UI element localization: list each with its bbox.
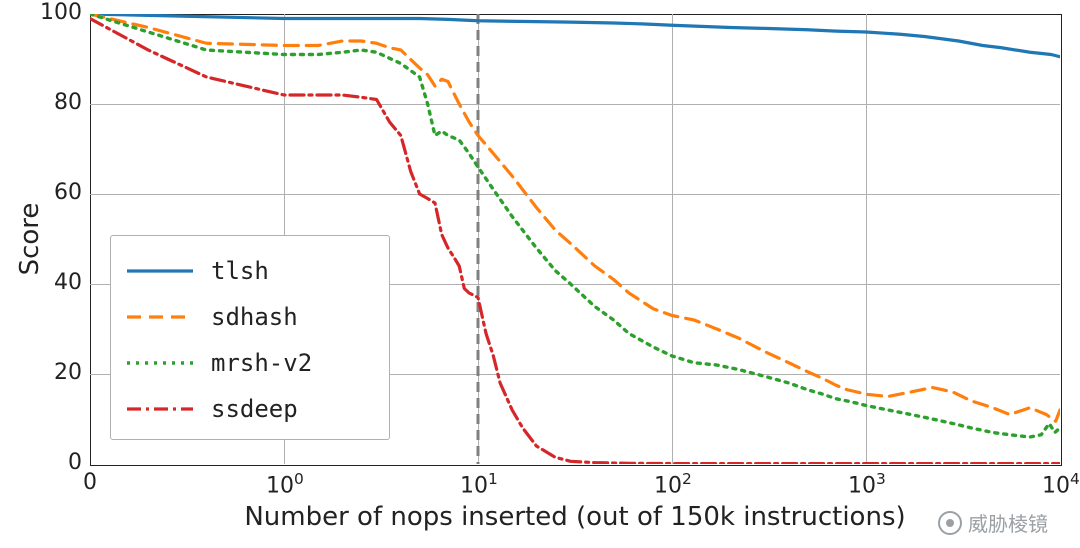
legend-label-tlsh: tlsh: [211, 257, 269, 285]
series-tlsh: [90, 14, 1060, 57]
legend-label-ssdeep: ssdeep: [211, 395, 298, 423]
legend-label-sdhash: sdhash: [211, 303, 298, 331]
watermark-icon: [938, 511, 962, 535]
legend-label-mrsh-v2: mrsh-v2: [211, 349, 312, 377]
legend-box: tlsh sdhash mrsh-v2 ssdeep: [110, 235, 390, 440]
chart-container: 0204060801000100101102103104ScoreNumber …: [0, 0, 1080, 548]
legend-swatch-ssdeep: [125, 399, 195, 419]
watermark-text: 威胁棱镜: [968, 508, 1048, 537]
legend-item-sdhash: sdhash: [125, 294, 298, 340]
legend-swatch-sdhash: [125, 307, 195, 327]
legend-swatch-tlsh: [125, 261, 195, 281]
legend-item-tlsh: tlsh: [125, 248, 269, 294]
watermark: 威胁棱镜: [938, 508, 1048, 537]
legend-item-mrsh-v2: mrsh-v2: [125, 340, 312, 386]
legend-swatch-mrsh-v2: [125, 353, 195, 373]
legend-item-ssdeep: ssdeep: [125, 386, 298, 432]
